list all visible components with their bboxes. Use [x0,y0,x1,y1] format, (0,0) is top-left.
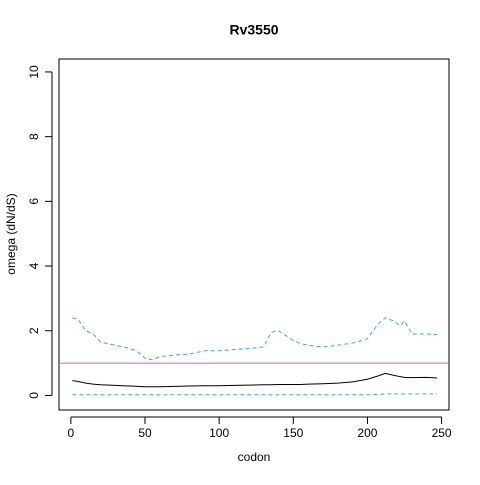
x-tick-label: 50 [138,426,152,440]
plot-frame [58,58,450,411]
y-tick-label: 6 [27,198,41,205]
y-tick-label: 2 [27,327,41,334]
x-tick-label: 250 [432,426,452,440]
y-tick-label: 0 [27,392,41,399]
y-axis-label: omega (dN/dS) [4,193,18,274]
chart-title: Rv3550 [229,22,278,38]
y-tick-label: 8 [27,133,41,140]
x-tick-label: 0 [68,426,75,440]
y-tick-label: 4 [27,262,41,269]
y-tick-label: 10 [27,65,41,79]
x-tick-label: 200 [357,426,377,440]
series-line [72,317,438,361]
x-tick-label: 100 [209,426,229,440]
x-tick-label: 150 [283,426,303,440]
x-axis-label: codon [238,450,271,464]
series-line [72,372,438,388]
